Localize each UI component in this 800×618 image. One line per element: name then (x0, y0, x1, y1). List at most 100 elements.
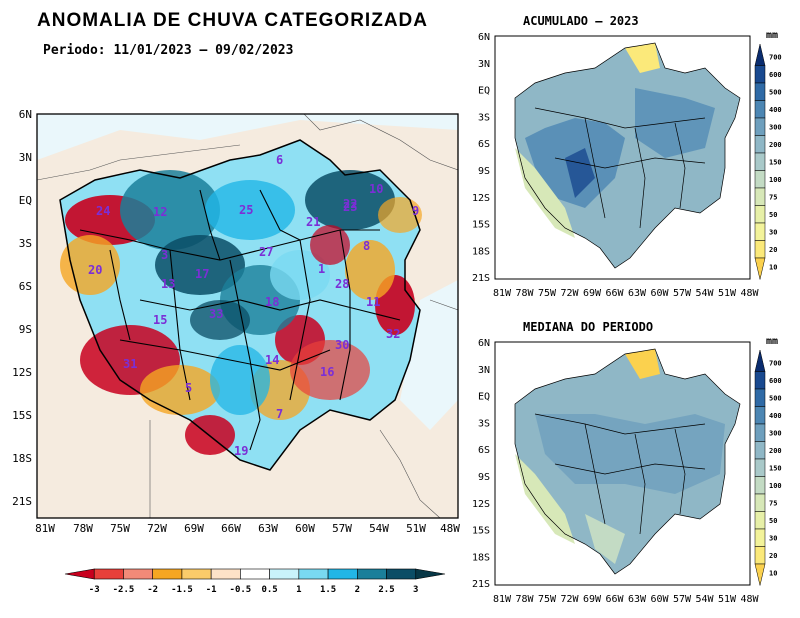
lon-tick: 57W (673, 594, 692, 605)
mediana-title: MEDIANA DO PERIODO (523, 320, 654, 334)
page-title: ANOMALIA DE CHUVA CATEGORIZADA (37, 10, 428, 31)
lon-tick: 51W (718, 288, 737, 299)
basin-label: 19 (234, 444, 248, 458)
colorbar-swatch (240, 568, 270, 580)
svg-text:51W: 51W (406, 522, 426, 535)
legend-tick: 300 (769, 430, 782, 438)
mediana-legend: 700 600 500 400 300 200 150 100 75 50 30 20 10 (754, 349, 782, 586)
lon-tick: 63W (628, 594, 647, 605)
basin-label: 6 (276, 153, 283, 167)
basin-label: 16 (320, 365, 334, 379)
colorbar-swatch (298, 568, 329, 580)
lon-tick: 75W (538, 594, 557, 605)
lon-tick: 78W (515, 288, 534, 299)
lon-tick: 81W (493, 594, 512, 605)
map-frame (36, 113, 459, 519)
colorbar-tick: -1.5 (171, 585, 193, 595)
legend-tick: 100 (769, 482, 782, 490)
legend-tick: 50 (769, 211, 777, 219)
lat-tick: 9S (478, 166, 490, 177)
colorbar-swatch (327, 568, 358, 580)
svg-text:63W: 63W (258, 522, 278, 535)
lat-tick: 12S (472, 499, 490, 510)
colorbar-tick: 2 (355, 585, 360, 595)
legend-swatch (754, 82, 766, 101)
lon-axis: 81W 78W 75W 72W 69W 66W 63W 60W 57W 54W 51W 48W (493, 288, 760, 299)
anomaly-colorbar: -3 -2.5 -2 -1.5 -1 -0.5 0.5 1 1.5 2 2.5 3 (64, 568, 446, 595)
legend-tick: 500 (769, 395, 782, 403)
legend-swatch (754, 546, 766, 565)
basin-label: 12 (153, 205, 167, 219)
legend-swatches (754, 43, 766, 280)
legend-swatches (754, 349, 766, 586)
legend-swatch (754, 349, 766, 372)
basin-label: 31 (123, 357, 137, 371)
anomaly-map: 6 12 25 24 22 10 3 27 21 23 9 8 20 13 1 … (12, 108, 460, 535)
lat-tick: 12S (472, 193, 490, 204)
svg-text:54W: 54W (369, 522, 389, 535)
lon-axis: 81W 78W 75W 72W 69W 66W 63W 60W 57W 54W 51W 48W (493, 594, 760, 605)
lon-tick: 72W (560, 594, 579, 605)
lat-tick: EQ (478, 392, 490, 403)
lon-tick: 81W (493, 288, 512, 299)
acumulado-unit: mm (766, 30, 779, 41)
basin-label: 30 (335, 338, 349, 352)
lat-tick: 15S (472, 526, 490, 537)
colorbar-tick: 2.5 (378, 585, 394, 595)
basin-label: 32 (386, 327, 400, 341)
lat-tick: 3S (478, 112, 490, 123)
lat-tick: 21S (472, 273, 490, 284)
lat-tick: 18S (472, 246, 490, 257)
anomaly-fields (60, 170, 422, 455)
legend-swatch (754, 100, 766, 119)
lon-tick: 51W (718, 594, 737, 605)
svg-text:6S: 6S (19, 280, 32, 293)
legend-swatch (754, 493, 766, 512)
legend-tick: 30 (769, 535, 777, 543)
legend-swatch (754, 423, 766, 442)
colorbar-swatch (123, 568, 153, 580)
svg-text:57W: 57W (332, 522, 352, 535)
legend-swatch (754, 563, 766, 586)
svg-text:12S: 12S (12, 366, 32, 379)
mediana-map: 6N 3N EQ 3S 6S 9S 12S 15S 18S 21S 81W 78W 75W 72W 69W… (472, 338, 760, 605)
legend-tick: 200 (769, 447, 782, 455)
legend-swatch (754, 511, 766, 530)
lon-tick: 69W (583, 288, 602, 299)
basin-label: 13 (161, 277, 175, 291)
legend-tick: 10 (769, 264, 777, 272)
legend-tick: 700 (769, 54, 782, 62)
lon-tick: 48W (740, 594, 759, 605)
legend-tick: 600 (769, 377, 782, 385)
lon-tick: 69W (583, 594, 602, 605)
basin-label: 8 (363, 239, 370, 253)
legend-swatch (754, 117, 766, 136)
legend-tick: 600 (769, 71, 782, 79)
colorbar-tick: 1 (296, 585, 301, 595)
lon-tick: 57W (673, 288, 692, 299)
legend-swatch (754, 152, 766, 171)
basin-label: 17 (195, 267, 209, 281)
lat-tick: 18S (472, 552, 490, 563)
colorbar-swatch (210, 568, 241, 580)
svg-text:66W: 66W (221, 522, 241, 535)
basin-label: 20 (88, 263, 102, 277)
lat-axis: 6N 3N EQ 3S 6S 9S 12S 15S 18S 21S (472, 32, 490, 284)
basin-label: 15 (153, 313, 167, 327)
lat-tick: 6N (478, 32, 490, 43)
legend-swatch (754, 43, 766, 66)
colorbar-tick: -3 (89, 585, 100, 595)
svg-text:15S: 15S (12, 409, 32, 422)
lat-tick: 21S (472, 579, 490, 590)
lat-tick: EQ (478, 86, 490, 97)
lon-tick: 63W (628, 288, 647, 299)
legend-swatch (754, 65, 766, 84)
svg-text:EQ: EQ (19, 194, 32, 207)
legend-swatch (754, 240, 766, 259)
lon-tick: 66W (605, 594, 624, 605)
legend-swatch (754, 205, 766, 224)
lat-tick: 3N (478, 365, 490, 376)
colorbar-tick: -2 (147, 585, 158, 595)
legend-tick: 50 (769, 517, 777, 525)
basin-label: 24 (96, 204, 110, 218)
